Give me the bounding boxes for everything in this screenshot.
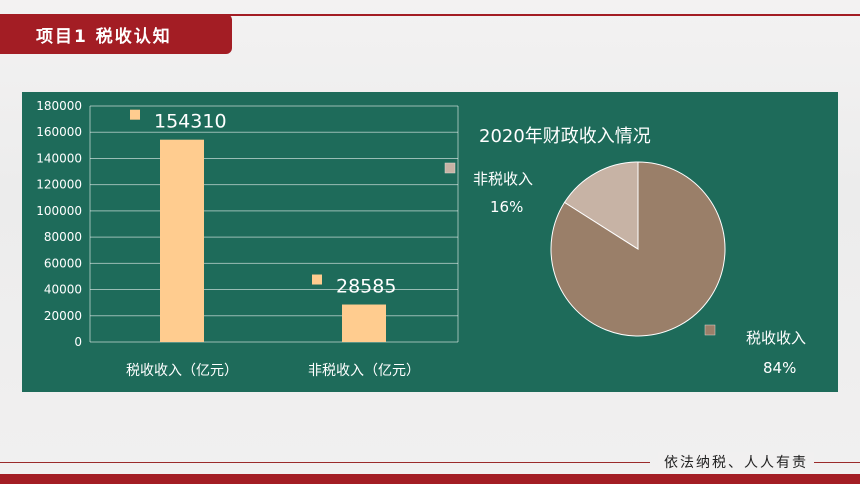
y-tick-label: 140000	[36, 151, 82, 165]
y-tick-label: 180000	[36, 99, 82, 113]
y-tick-label: 0	[74, 335, 82, 349]
data-label-marker	[130, 109, 140, 120]
pie-slice-percent: 16%	[490, 198, 523, 216]
y-tick-label: 60000	[44, 256, 82, 270]
bar-value-label: 154310	[154, 111, 227, 133]
bar-value-label: 28585	[336, 276, 396, 298]
y-tick-label: 40000	[44, 283, 82, 297]
pie-slice-percent: 84%	[763, 359, 796, 377]
pie-title: 2020年财政收入情况	[479, 126, 651, 147]
x-category-label: 非税收入（亿元）	[308, 363, 420, 379]
y-tick-label: 20000	[44, 309, 82, 323]
bar	[160, 139, 204, 342]
footer-slogan: 依法纳税、人人有责	[658, 452, 814, 472]
y-tick-label: 80000	[44, 230, 82, 244]
pie-label-marker	[704, 324, 716, 336]
pie-label-marker	[444, 162, 456, 174]
header-rule	[0, 14, 860, 16]
page-title: 项目1 税收认知	[0, 14, 232, 54]
pie-slice-label: 税收收入	[746, 329, 806, 347]
pie-slice	[563, 161, 639, 250]
x-category-label: 税收收入（亿元）	[126, 363, 238, 379]
y-tick-label: 120000	[36, 178, 82, 192]
footer-rule-left	[0, 462, 650, 463]
footer-rule-right	[812, 462, 860, 463]
bottom-bar	[0, 474, 860, 484]
pie-slice-label: 非税收入	[473, 170, 533, 188]
y-tick-label: 160000	[36, 125, 82, 139]
data-label-marker	[312, 274, 322, 285]
chart-canvas: 0 20000 40000 60000 80000 100000 120000 140000 1…	[36, 99, 806, 379]
y-tick-label: 100000	[36, 204, 82, 218]
bar	[342, 304, 386, 342]
chart-panel: 0 20000 40000 60000 80000 100000 120000 140000 1…	[22, 92, 838, 392]
